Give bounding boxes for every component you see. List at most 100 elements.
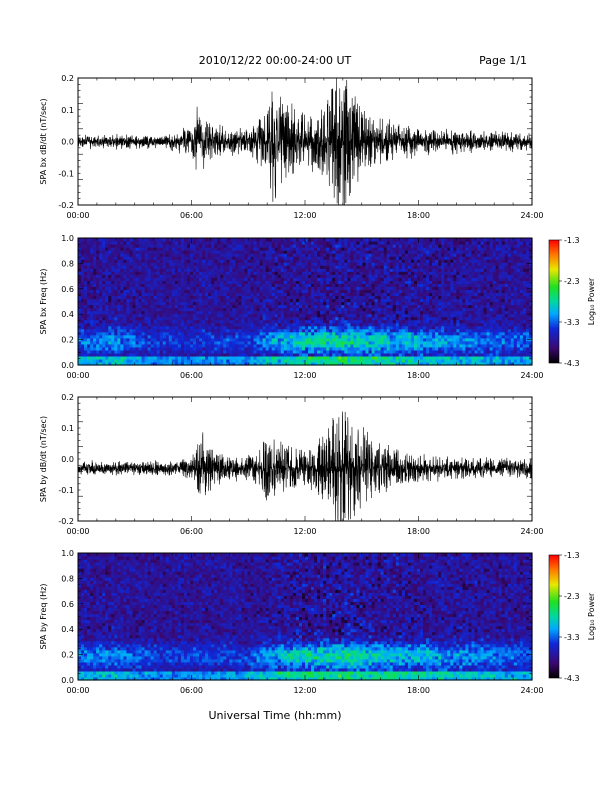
spectrogram-cell bbox=[202, 256, 206, 260]
spectrogram-cell bbox=[389, 280, 394, 284]
spectrogram-cell bbox=[132, 253, 137, 257]
spectrogram-cell bbox=[332, 259, 336, 263]
spectrogram-cell bbox=[311, 304, 315, 309]
spectrogram-cell bbox=[353, 241, 358, 245]
spectrogram-cell bbox=[159, 247, 164, 251]
spectrogram-cell bbox=[205, 340, 209, 345]
spectrogram-cell bbox=[292, 337, 297, 342]
spectrogram-cell bbox=[102, 328, 106, 333]
spectrogram-cell bbox=[165, 280, 170, 284]
spectrogram-cell bbox=[395, 343, 400, 348]
spectrogram-cell bbox=[108, 349, 112, 354]
spectrogram-cell bbox=[259, 355, 264, 360]
spectrogram-cell bbox=[168, 361, 173, 366]
spectrogram-cell bbox=[174, 355, 179, 360]
spectrogram-cell bbox=[298, 268, 303, 272]
spectrogram-cell bbox=[401, 277, 406, 281]
spectrogram-cell bbox=[159, 244, 164, 248]
spectrogram-cell bbox=[362, 247, 367, 251]
spectrogram-cell bbox=[350, 247, 355, 251]
spectrogram-cell bbox=[96, 241, 100, 245]
spectrogram-cell bbox=[232, 355, 236, 360]
spectrogram-cell bbox=[171, 292, 176, 297]
spectrogram-cell bbox=[217, 247, 221, 251]
spectrogram-cell bbox=[141, 265, 146, 269]
spectrogram-cell bbox=[141, 352, 146, 357]
spectrogram-cell bbox=[350, 238, 355, 242]
spectrogram-cell bbox=[256, 352, 261, 357]
spectrogram-cell bbox=[114, 250, 118, 254]
spectrogram-cell bbox=[335, 319, 339, 324]
spectrogram-cell bbox=[223, 340, 227, 345]
spectrogram-cell bbox=[386, 349, 391, 354]
spectrogram-cell bbox=[350, 340, 355, 345]
spectrogram-cell bbox=[186, 277, 191, 281]
spectrogram-cell bbox=[229, 346, 233, 351]
spectrogram-cell bbox=[220, 244, 224, 248]
spectrogram-cell bbox=[365, 253, 370, 257]
spectrogram-cell bbox=[277, 304, 282, 309]
spectrogram-cell bbox=[232, 289, 236, 294]
spectrogram-cell bbox=[165, 331, 170, 336]
spectrogram-cell bbox=[383, 343, 388, 348]
spectrogram-cell bbox=[401, 238, 406, 242]
spectrogram-cell bbox=[180, 346, 185, 351]
spectrogram-cell bbox=[301, 292, 306, 297]
spectrogram-cell bbox=[117, 340, 121, 345]
spectrogram-cell bbox=[78, 319, 82, 324]
spectrogram-cell bbox=[117, 358, 121, 363]
spectrogram-cell bbox=[280, 301, 285, 306]
spectrogram-cell bbox=[150, 352, 155, 357]
spectrogram-cell bbox=[398, 289, 403, 294]
spectrogram-cell bbox=[365, 328, 370, 333]
spectrogram-cell bbox=[398, 337, 403, 342]
spectrogram-cell bbox=[144, 286, 149, 290]
spectrogram-cell bbox=[105, 349, 109, 354]
spectrogram-cell bbox=[162, 256, 167, 260]
spectrogram-cell bbox=[120, 358, 124, 363]
spectrogram-cell bbox=[153, 259, 158, 263]
spectrogram-cell bbox=[171, 271, 176, 275]
spectrogram-cell bbox=[389, 241, 394, 245]
spectrogram-cell bbox=[241, 337, 246, 342]
spectrogram-cell bbox=[268, 313, 273, 318]
spectrogram-cell bbox=[389, 295, 394, 300]
spectrogram-cell bbox=[332, 304, 336, 309]
spectrogram-cell bbox=[344, 310, 348, 315]
spectrogram-cell bbox=[247, 262, 252, 266]
spectrogram-cell bbox=[117, 238, 121, 242]
spectrogram-cell bbox=[208, 322, 212, 327]
spectrogram-cell bbox=[256, 274, 261, 278]
page-indicator: Page 1/1 bbox=[479, 54, 527, 67]
spectrogram-cell bbox=[208, 361, 212, 366]
spectrogram-cell bbox=[180, 328, 185, 333]
spectrogram-cell bbox=[262, 295, 267, 300]
spectrogram-cell bbox=[292, 292, 297, 297]
spectrogram-cell bbox=[341, 268, 345, 272]
spectrogram-cell bbox=[308, 319, 312, 324]
spectrogram-cell bbox=[292, 301, 297, 306]
spectrogram-cell bbox=[317, 256, 321, 260]
spectrogram-cell bbox=[102, 310, 106, 315]
spectrogram-cell bbox=[259, 277, 264, 281]
spectrogram-cell bbox=[214, 307, 218, 312]
spectrogram-cell bbox=[168, 241, 173, 245]
spectrogram-cell bbox=[280, 355, 285, 360]
spectrogram-cell bbox=[277, 244, 282, 248]
spectrogram-cell bbox=[87, 355, 91, 360]
spectrogram-cell bbox=[329, 328, 333, 333]
spectrogram-cell bbox=[332, 241, 336, 245]
spectrogram-cell bbox=[214, 322, 218, 327]
spectrogram-cell bbox=[241, 256, 246, 260]
spectrogram-cell bbox=[123, 253, 128, 257]
spectrogram-cell bbox=[268, 271, 273, 275]
spectrogram-cell bbox=[301, 274, 306, 278]
spectrogram-cell bbox=[171, 253, 176, 257]
spectrogram-cell bbox=[320, 337, 324, 342]
spectrogram-cell bbox=[87, 298, 91, 303]
spectrogram-cell bbox=[329, 250, 333, 254]
spectrogram-cell bbox=[247, 301, 252, 306]
spectrogram-cell bbox=[117, 271, 121, 275]
spectrogram-cell bbox=[126, 322, 131, 327]
spectrogram-cell bbox=[317, 247, 321, 251]
